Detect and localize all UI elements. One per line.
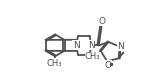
Text: N: N: [117, 42, 124, 51]
Text: CH₃: CH₃: [85, 52, 100, 61]
Text: O: O: [104, 61, 111, 70]
Text: CH₃: CH₃: [47, 59, 62, 68]
Text: O: O: [99, 17, 106, 26]
Text: N: N: [88, 41, 95, 50]
Text: N: N: [73, 41, 80, 50]
